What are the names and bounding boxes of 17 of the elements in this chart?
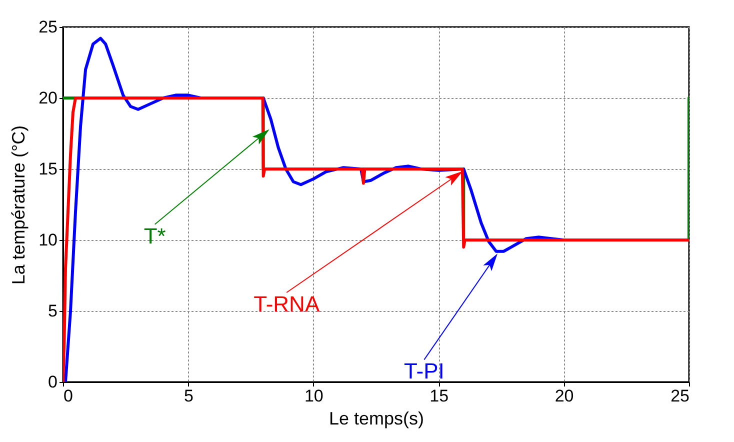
y-tick-label: 25 — [38, 18, 58, 36]
x-tick-label: 15 — [430, 386, 449, 406]
y-tick-label: 0 — [48, 372, 58, 392]
x-tick-label: 25 — [670, 386, 690, 406]
y-tick-label: 5 — [48, 302, 58, 320]
y-tick-label: 15 — [38, 160, 58, 178]
x-tick-label: 10 — [304, 386, 324, 406]
y-tick-label: 10 — [38, 230, 58, 250]
x-tick-label: 20 — [554, 386, 574, 406]
y-tick-label: 20 — [38, 88, 58, 108]
annotation: T-PI — [404, 358, 444, 384]
x-tick-label: 0 — [64, 386, 73, 406]
annotation: T* — [144, 223, 166, 248]
y-axis-title: La température (°C) — [8, 125, 29, 285]
annotation: T-RNA — [254, 292, 320, 317]
x-axis-title: Le temps(s) — [328, 408, 424, 428]
x-tick-label: 5 — [184, 386, 194, 406]
